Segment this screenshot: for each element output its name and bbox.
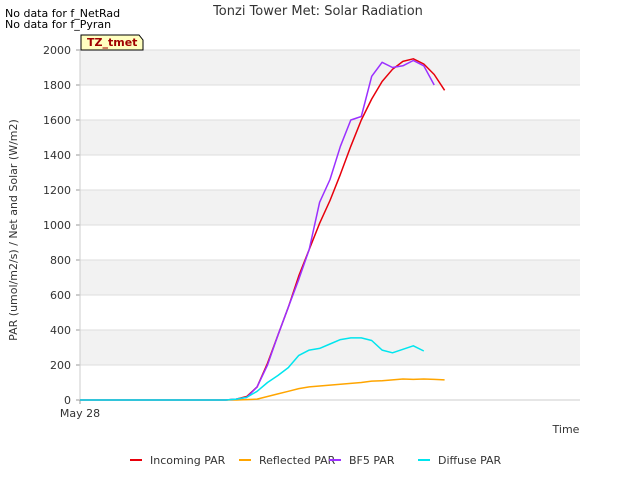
y-tick-label: 0 (64, 394, 71, 407)
legend-label-bf5-par: BF5 PAR (349, 454, 395, 467)
legend-label-reflected-par: Reflected PAR (259, 454, 336, 467)
background-bands (80, 50, 580, 400)
legend: Incoming PAR Reflected PAR BF5 PAR Diffuse … (130, 454, 502, 467)
background-band (80, 155, 580, 190)
y-tick-label: 400 (50, 324, 71, 337)
series-lines (80, 58, 446, 401)
background-band (80, 85, 580, 120)
site-badge: TZ_tmet (80, 34, 144, 51)
no-data-netrad-note: No data for f_NetRad (5, 7, 121, 20)
y-tick-label: 200 (50, 359, 71, 372)
background-band (80, 225, 580, 260)
y-tick-labels: 0 200 400 600 800 1000 1200 1400 1600 1800 2000 (43, 44, 71, 407)
background-band (80, 120, 580, 155)
y-tick-label: 2000 (43, 44, 71, 57)
y-tick-label: 1000 (43, 219, 71, 232)
legend-label-diffuse-par: Diffuse PAR (438, 454, 502, 467)
x-tick-label: May 28 (60, 407, 100, 420)
series-line-diffuse-par (80, 337, 425, 401)
chart-title: Tonzi Tower Met: Solar Radiation (212, 4, 423, 19)
y-tick-label: 1800 (43, 79, 71, 92)
x-axis-label: Time (552, 423, 580, 436)
y-tick-label: 1200 (43, 184, 71, 197)
background-band (80, 330, 580, 365)
y-tick-label: 1600 (43, 114, 71, 127)
background-band (80, 365, 580, 400)
y-tick-label: 800 (50, 254, 71, 267)
legend-label-incoming-par: Incoming PAR (150, 454, 226, 467)
site-badge-label: TZ_tmet (87, 36, 137, 49)
background-band (80, 260, 580, 295)
y-tick-label: 600 (50, 289, 71, 302)
y-axis-label: PAR (umol/m2/s) / Net and Solar (W/m2) (7, 119, 20, 341)
y-tick-label: 1400 (43, 149, 71, 162)
no-data-pyran-note: No data for f_Pyran (5, 18, 112, 31)
background-band (80, 50, 580, 85)
background-band (80, 295, 580, 330)
background-band (80, 190, 580, 225)
